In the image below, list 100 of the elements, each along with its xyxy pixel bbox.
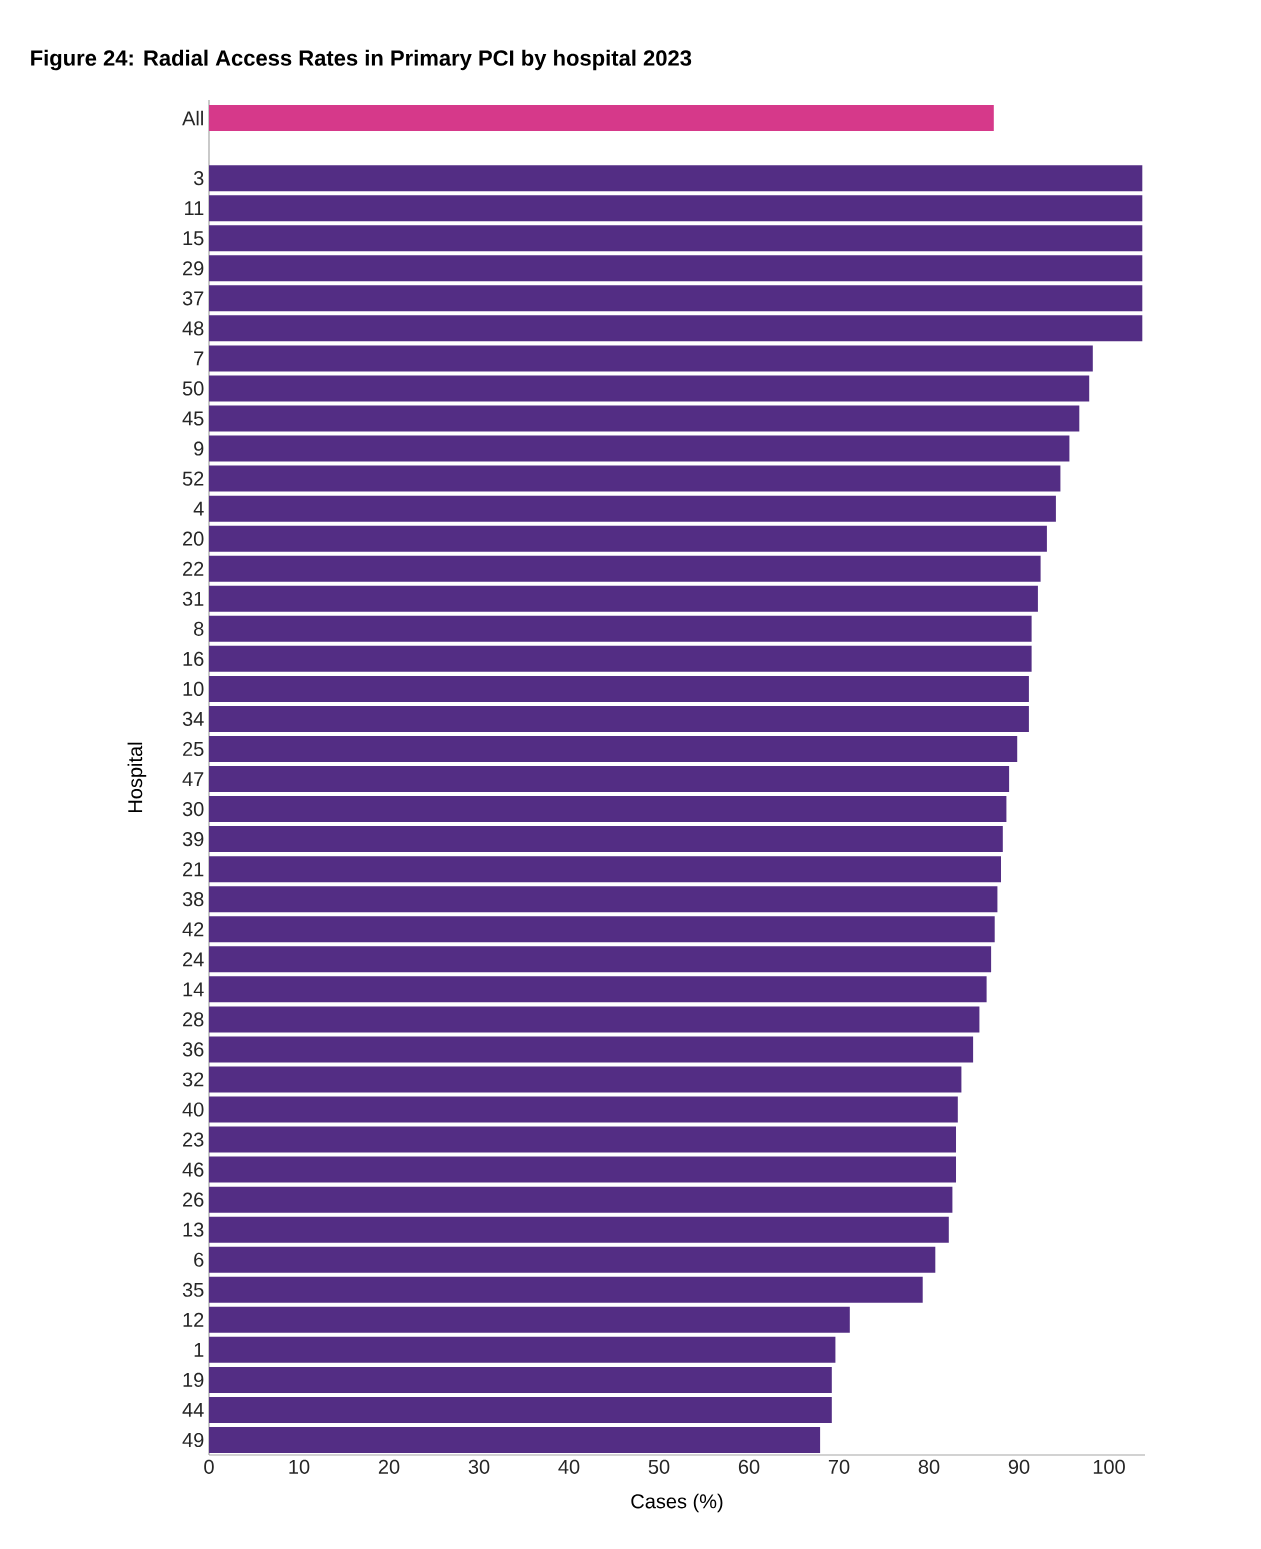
x-tick-label: 30 [468,1459,490,1474]
bar [209,735,1018,762]
bar [209,1396,832,1423]
y-tick-label: 15 [183,231,204,246]
x-tick-label: 90 [1008,1459,1030,1474]
y-tick-label: 32 [182,1072,204,1087]
y-tick-label: 52 [182,471,204,486]
y-tick-label: All [182,110,203,126]
bar [209,705,1029,732]
bar [209,796,1007,823]
x-tick-label: 100 [1093,1459,1125,1474]
bar [209,315,1143,342]
y-tick-label: 8 [194,621,204,636]
x-axis-title: Cases (%) [631,1493,723,1513]
bar [209,826,1003,853]
bar [209,495,1056,522]
bar [209,1006,980,1033]
y-tick-label: 20 [183,531,204,546]
bar [209,465,1061,492]
bar [209,1246,936,1273]
x-tick-label: 20 [378,1459,400,1474]
x-tick-label: 50 [648,1459,670,1474]
bar [209,976,987,1003]
y-tick-label: 26 [183,1192,204,1207]
y-tick-label: 7 [194,351,204,366]
y-tick-label: 35 [182,1282,204,1297]
y-tick-label: 49 [182,1432,204,1448]
y-tick-label: 39 [182,832,204,847]
bar [209,1427,821,1453]
y-tick-label: 1 [194,1342,204,1357]
bar [209,225,1143,252]
y-tick-label: 13 [183,1222,204,1237]
bar [209,675,1029,702]
bar [209,1336,836,1363]
y-tick-label: 22 [183,561,204,576]
bar [209,615,1032,642]
bar [209,946,992,973]
y-tick-label: 25 [183,741,204,757]
bar [209,1036,974,1063]
bar [209,585,1038,612]
y-tick-label: 6 [194,1252,204,1267]
y-tick-label: 44 [182,1403,204,1417]
bar [209,1186,953,1213]
bar [209,435,1070,462]
bar [209,1096,958,1123]
bar [209,1126,957,1153]
y-tick-label: 38 [182,892,204,907]
y-tick-label: 21 [183,862,204,877]
x-tick-label: 80 [918,1459,940,1474]
y-tick-label: 50 [182,381,204,396]
x-tick-label: 70 [828,1459,850,1474]
y-axis-title: Hospital [127,742,147,813]
chart-title: Figure 24: Radial Access Rates in Primary PCI by hospital 2023 [31,49,692,71]
bar [209,555,1041,582]
bar [209,345,1093,372]
bar [209,105,994,132]
x-tick-label: 10 [289,1459,310,1474]
y-tick-label: 11 [185,201,204,216]
y-tick-label: 10 [183,681,204,696]
y-tick-label: 30 [182,801,204,817]
bar [209,375,1090,402]
x-tick-label: 40 [558,1459,580,1474]
y-tick-label: 37 [182,291,204,306]
y-tick-label: 36 [182,1042,204,1057]
y-tick-label: 19 [183,1372,204,1387]
x-tick-label: 60 [738,1459,760,1474]
bar [209,195,1143,222]
bar [209,1156,957,1183]
y-tick-label: 45 [182,411,204,426]
bar [209,1366,832,1393]
y-tick-label: 46 [182,1162,204,1177]
y-tick-label: 47 [182,772,204,786]
y-tick-label: 14 [183,982,204,997]
bar [209,255,1143,282]
y-tick-label: 34 [182,711,204,727]
bar [209,916,995,943]
bar [209,525,1047,552]
bar [209,1216,949,1243]
bar [209,645,1032,672]
y-tick-label: 29 [183,261,204,276]
bar [209,1306,850,1333]
bar [209,165,1143,192]
bar [209,285,1143,312]
y-tick-label: 40 [182,1102,204,1117]
bar [209,1066,962,1093]
bar [209,856,1002,883]
y-tick-label: 16 [183,651,204,666]
bar [209,1276,923,1303]
y-tick-label: 31 [182,591,204,606]
bar [209,766,1010,793]
bar [209,405,1080,432]
y-tick-label: 23 [183,1132,204,1147]
x-tick-label: 0 [204,1459,214,1474]
y-tick-label: 4 [193,501,204,516]
y-tick-label: 3 [193,171,204,186]
y-tick-label: 28 [183,1012,204,1027]
bar [209,886,998,913]
y-tick-label: 48 [182,321,204,336]
y-tick-label: 9 [194,441,204,456]
y-tick-label: 12 [183,1312,204,1327]
